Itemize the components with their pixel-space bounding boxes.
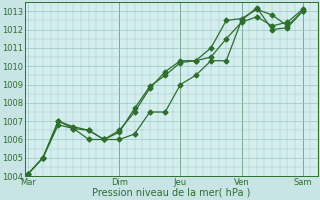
X-axis label: Pression niveau de la mer( hPa ): Pression niveau de la mer( hPa ) (92, 188, 251, 198)
